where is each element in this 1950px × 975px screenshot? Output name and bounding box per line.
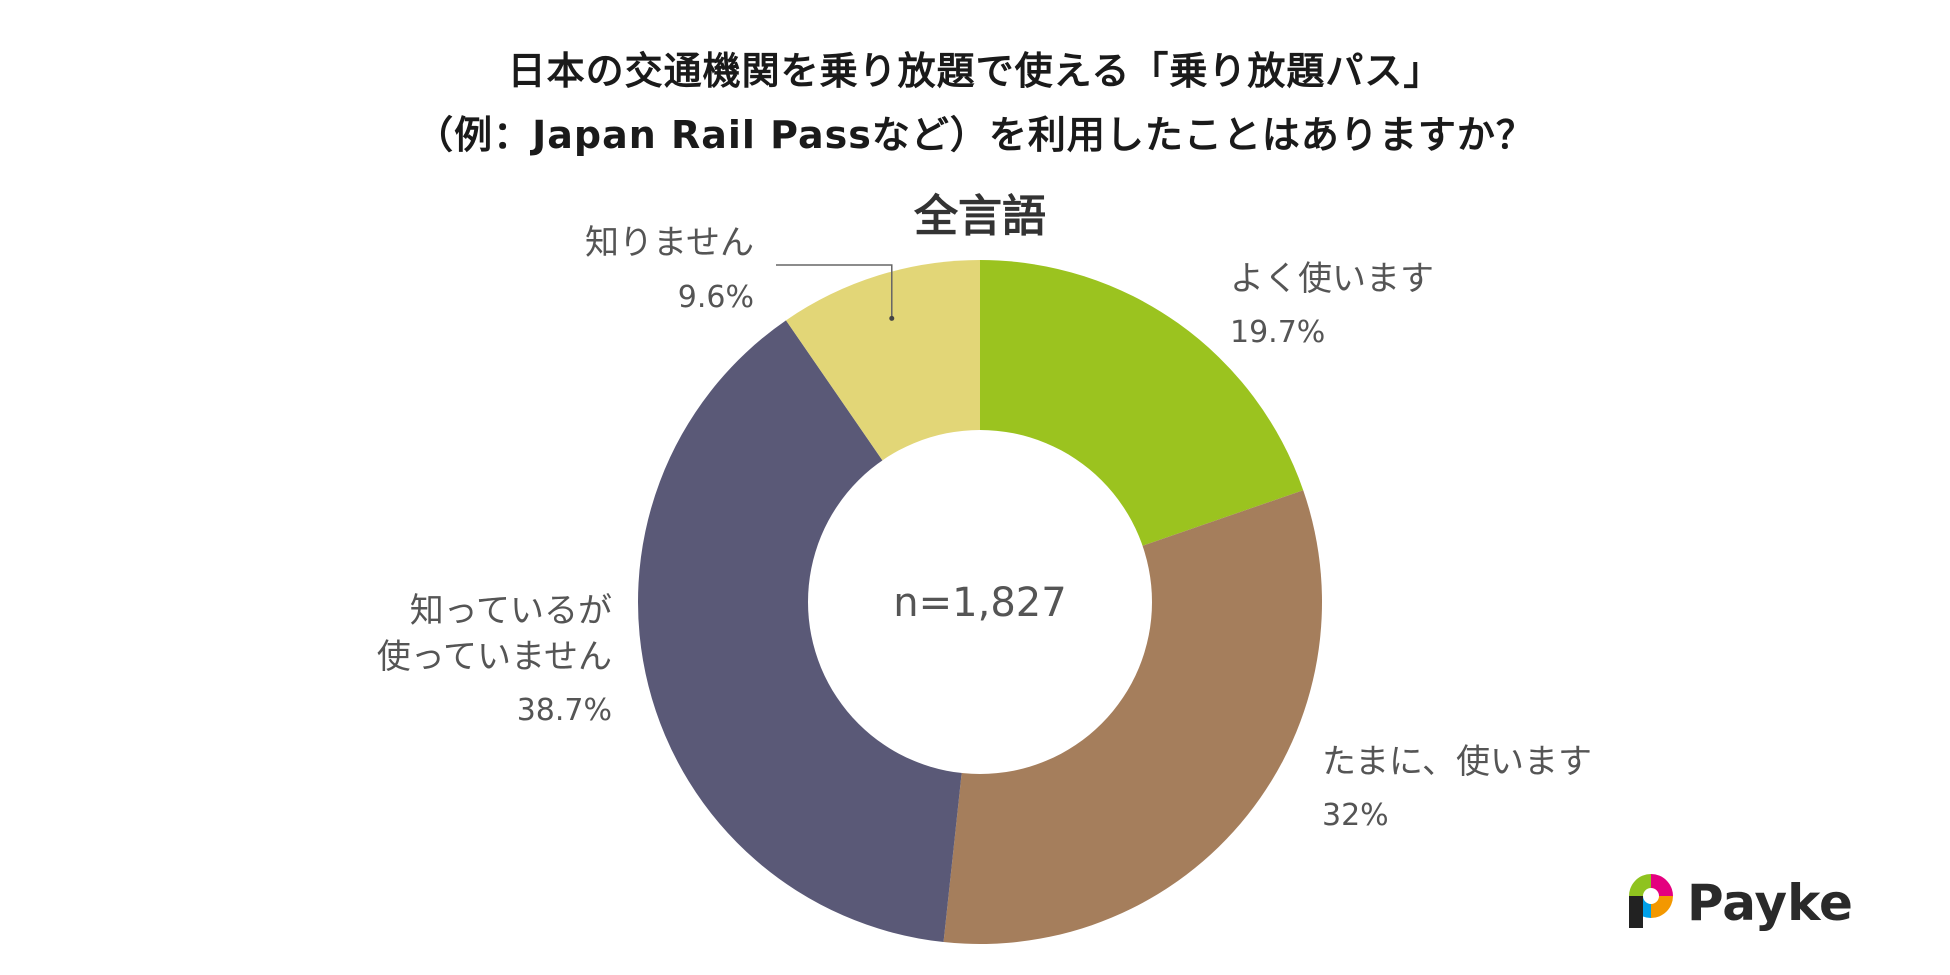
logo-segment <box>1629 874 1651 896</box>
sample-size-label: n=1,827 <box>893 580 1066 626</box>
donut-hole <box>808 430 1152 774</box>
payke-logo: Payke <box>1625 868 1853 938</box>
slice-category-label: たまに、使います <box>1322 742 1592 782</box>
slice-category-label: よく使います <box>1230 259 1434 299</box>
chart-title-line-1: 日本の交通機関を乗り放題で使える「乗り放題パス」 <box>507 49 1443 93</box>
leader-dot <box>889 315 895 321</box>
logo-stem <box>1629 896 1643 928</box>
pie-slice <box>637 320 980 943</box>
slice-category-label: 使っていません <box>377 637 612 677</box>
slice-value-label: 9.6% <box>678 280 754 315</box>
slice-category-label: 知りません <box>585 223 754 263</box>
logo-segment <box>1651 874 1673 896</box>
chart-subtitle: 全言語 <box>914 191 1046 242</box>
slice-value-label: 19.7% <box>1230 315 1325 350</box>
logo-wordmark: Payke <box>1687 874 1853 932</box>
slice-category-label: 知っているが <box>410 591 612 631</box>
slice-value-label: 38.7% <box>517 693 612 728</box>
payke-logo-mark-icon <box>1629 874 1673 928</box>
slice-value-label: 32% <box>1322 798 1389 833</box>
logo-segment <box>1651 896 1673 918</box>
chart-title-line-2: （例：Japan Rail Passなど）を利用したことはありますか？ <box>415 113 1535 157</box>
leader-line <box>776 264 893 319</box>
